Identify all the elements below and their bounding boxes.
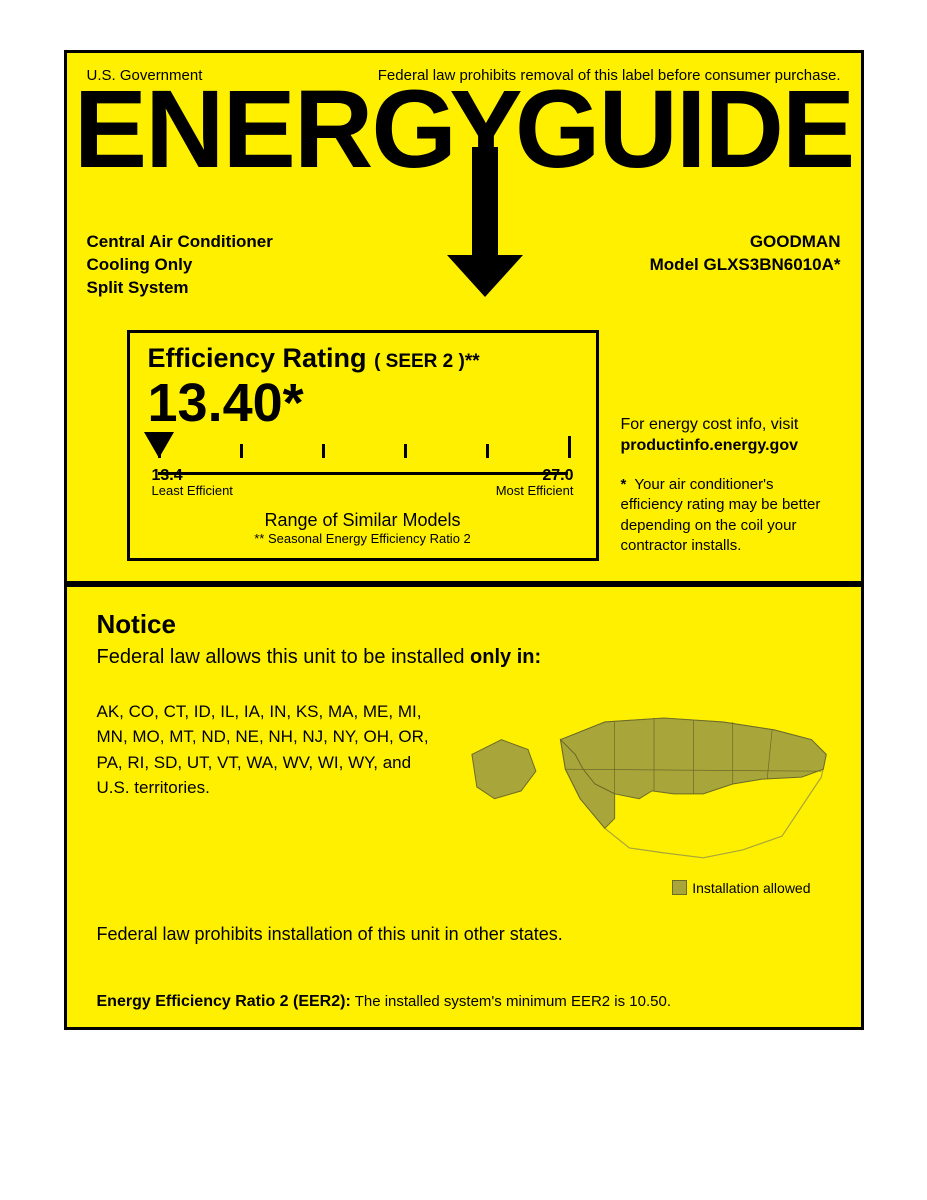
notice-intro-bold: only in: xyxy=(470,646,541,668)
eer-text: The installed system's minimum EER2 is 1… xyxy=(355,993,671,1010)
prohibit-line: Federal law prohibits installation of th… xyxy=(97,924,841,945)
top-section: U.S. Government Federal law prohibits re… xyxy=(67,53,861,587)
notice-intro: Federal law allows this unit to be insta… xyxy=(97,646,841,669)
scale-tick xyxy=(158,436,161,458)
notice-title: Notice xyxy=(97,609,841,640)
scale-tick xyxy=(486,444,489,458)
cost-info-url: productinfo.energy.gov xyxy=(621,435,835,457)
logo-right: GUIDE xyxy=(515,80,853,179)
us-map: Installation allowed xyxy=(467,699,841,896)
range-caption: Range of Similar Models xyxy=(148,510,578,531)
cost-info-line: For energy cost info, visit xyxy=(621,414,835,436)
rating-row: Efficiency Rating ( SEER 2 )** 13.40* 13… xyxy=(87,330,841,561)
eer-label: Energy Efficiency Ratio 2 (EER2): xyxy=(97,993,351,1010)
notice-intro-pre: Federal law allows this unit to be insta… xyxy=(97,646,471,668)
legend-swatch-icon xyxy=(672,880,687,895)
scale-tick xyxy=(404,444,407,458)
scale-min-label: Least Efficient xyxy=(152,483,233,498)
legend-text: Installation allowed xyxy=(692,880,810,896)
allowed-states: AK, CO, CT, ID, IL, IA, IN, KS, MA, ME, … xyxy=(97,699,437,896)
eer-line: Energy Efficiency Ratio 2 (EER2): The in… xyxy=(97,993,841,1011)
rating-title: Efficiency Rating xyxy=(148,343,367,373)
disclaimer-text: Your air conditioner's efficiency rating… xyxy=(621,476,821,554)
side-info: For energy cost info, visit productinfo.… xyxy=(621,330,841,561)
efficiency-scale: 13.4 27.0 Least Efficient Most Efficient xyxy=(148,432,578,498)
us-map-icon xyxy=(467,699,841,869)
notice-body: AK, CO, CT, ID, IL, IA, IN, KS, MA, ME, … xyxy=(97,699,841,896)
logo-arrow: Y xyxy=(455,80,515,297)
rating-box: Efficiency Rating ( SEER 2 )** 13.40* 13… xyxy=(127,330,599,561)
rating-value: 13.40* xyxy=(148,376,578,430)
scale-tick xyxy=(240,444,243,458)
logo-left: ENERG xyxy=(74,80,455,179)
range-sub: ** Seasonal Energy Efficiency Ratio 2 xyxy=(148,531,578,546)
scale-tick xyxy=(568,436,571,458)
disclaimer-star: * xyxy=(621,476,627,493)
bottom-section: Notice Federal law allows this unit to b… xyxy=(67,587,861,1027)
rating-title-sub: ( SEER 2 )** xyxy=(374,351,480,372)
map-legend: Installation allowed xyxy=(467,880,841,896)
energy-guide-label: U.S. Government Federal law prohibits re… xyxy=(64,50,864,1030)
scale-max-label: Most Efficient xyxy=(496,483,574,498)
logo: ENERG Y GUIDE xyxy=(87,80,841,297)
scale-tick xyxy=(322,444,325,458)
